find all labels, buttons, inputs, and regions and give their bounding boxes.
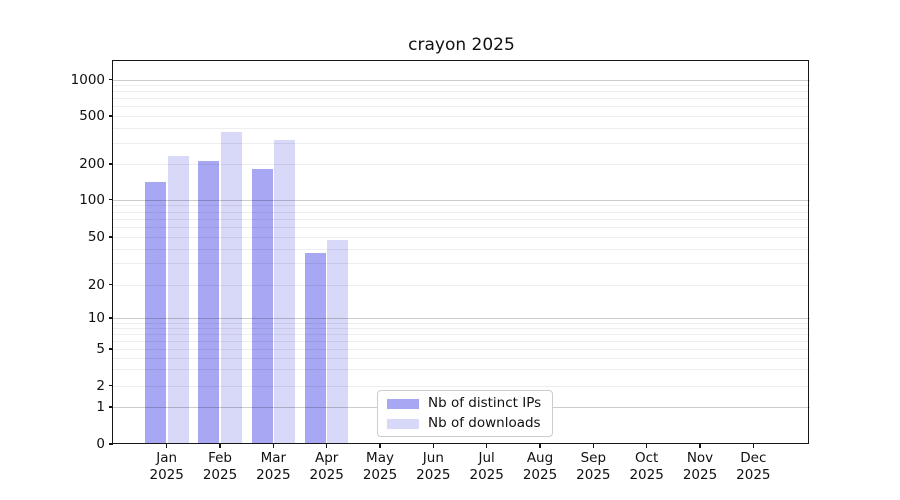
bar-distinct-ips-apr xyxy=(304,252,326,444)
x-tick-mark-may xyxy=(379,444,381,448)
gridline-500 xyxy=(113,116,810,117)
legend-label-downloads: Nb of downloads xyxy=(428,415,541,431)
gridline-40 xyxy=(113,248,810,250)
y-tick-mark-2 xyxy=(108,384,113,387)
gridline-600 xyxy=(113,106,810,108)
x-tick-mark-feb xyxy=(219,444,221,448)
gridline-300 xyxy=(113,142,810,144)
x-tick-mark-aug xyxy=(539,444,541,448)
y-tick-mark-1000 xyxy=(108,78,113,81)
y-tick-mark-20 xyxy=(108,283,113,286)
x-tick-mark-dec xyxy=(752,444,755,448)
y-tick-mark-0 xyxy=(108,443,113,445)
x-tick-mark-jun xyxy=(432,444,435,448)
gridline-80 xyxy=(113,211,810,213)
gridline-900 xyxy=(113,85,810,87)
y-tick-label-200: 200 xyxy=(79,156,105,172)
y-tick-label-2: 2 xyxy=(96,377,105,394)
y-tick-mark-500 xyxy=(108,115,113,117)
x-tick-label-jul: Jul 2025 xyxy=(469,450,504,483)
bar-distinct-ips-jan xyxy=(144,181,166,444)
gridline-3 xyxy=(113,369,810,371)
gridline-6 xyxy=(113,340,810,342)
gridline-2 xyxy=(113,385,810,387)
x-tick-label-may: May 2025 xyxy=(362,450,398,483)
y-tick-label-5: 5 xyxy=(96,341,105,357)
gridline-700 xyxy=(113,98,810,100)
gridline-90 xyxy=(113,205,810,207)
x-tick-label-oct: Oct 2025 xyxy=(629,450,664,483)
gridline-400 xyxy=(113,127,810,129)
legend-item-distinct-ips: Nb of distinct IPs xyxy=(387,396,543,411)
bar-distinct-ips-mar xyxy=(251,168,273,444)
gridline-30 xyxy=(113,263,810,265)
x-tick-label-aug: Aug 2025 xyxy=(522,450,558,483)
y-tick-label-10: 10 xyxy=(87,310,105,326)
y-tick-mark-10 xyxy=(108,317,113,319)
x-tick-label-dec: Dec 2025 xyxy=(736,450,771,483)
y-tick-label-500: 500 xyxy=(79,108,105,124)
gridline-8 xyxy=(113,327,810,329)
gridline-5 xyxy=(113,349,810,350)
y-tick-mark-5 xyxy=(108,348,113,350)
chart-title: crayon 2025 xyxy=(408,35,515,55)
x-tick-mark-sep xyxy=(592,444,595,448)
legend-item-downloads: Nb of downloads xyxy=(387,416,543,431)
y-tick-label-0: 0 xyxy=(96,436,105,452)
x-tick-mark-apr xyxy=(325,444,328,448)
gridline-200 xyxy=(113,164,810,165)
gridline-70 xyxy=(113,218,810,220)
legend: Nb of distinct IPs Nb of downloads xyxy=(377,390,553,437)
x-tick-label-sep: Sep 2025 xyxy=(576,450,611,483)
gridline-50 xyxy=(113,237,810,238)
x-tick-label-jun: Jun 2025 xyxy=(416,450,451,483)
x-tick-mark-nov xyxy=(699,444,701,448)
gridline-800 xyxy=(113,91,810,93)
gridline-10 xyxy=(113,318,810,319)
x-tick-label-mar: Mar 2025 xyxy=(256,450,291,483)
y-tick-label-20: 20 xyxy=(87,276,105,293)
y-tick-label-50: 50 xyxy=(87,229,105,245)
legend-label-distinct-ips: Nb of distinct IPs xyxy=(428,395,542,411)
gridline-7 xyxy=(113,333,810,335)
y-tick-mark-100 xyxy=(108,198,113,201)
y-tick-label-1: 1 xyxy=(96,399,105,415)
x-tick-mark-jan xyxy=(166,444,168,448)
gridline-20 xyxy=(113,284,810,286)
bar-downloads-apr xyxy=(327,240,349,444)
x-tick-label-nov: Nov 2025 xyxy=(682,450,718,483)
gridline-1000 xyxy=(113,79,810,81)
bar-downloads-mar xyxy=(274,140,296,444)
gridline-100 xyxy=(113,199,810,201)
x-tick-label-feb: Feb 2025 xyxy=(202,450,238,483)
x-tick-label-jan: Jan 2025 xyxy=(149,450,184,483)
y-tick-mark-50 xyxy=(108,236,113,238)
y-tick-mark-1 xyxy=(108,406,113,408)
x-tick-mark-mar xyxy=(272,444,275,448)
legend-swatch-distinct-ips xyxy=(387,398,419,409)
y-tick-label-100: 100 xyxy=(79,191,105,208)
y-tick-mark-200 xyxy=(108,163,113,165)
x-tick-label-apr: Apr 2025 xyxy=(309,450,344,483)
x-tick-mark-oct xyxy=(645,444,648,448)
gridline-4 xyxy=(113,357,810,359)
x-tick-mark-jul xyxy=(485,444,488,448)
legend-swatch-downloads xyxy=(387,418,419,429)
y-tick-label-1000: 1000 xyxy=(70,71,105,88)
bar-downloads-jan xyxy=(167,155,189,444)
gridline-60 xyxy=(113,227,810,229)
gridline-9 xyxy=(113,322,810,324)
bar-downloads-feb xyxy=(220,131,242,444)
bar-distinct-ips-feb xyxy=(198,160,220,444)
